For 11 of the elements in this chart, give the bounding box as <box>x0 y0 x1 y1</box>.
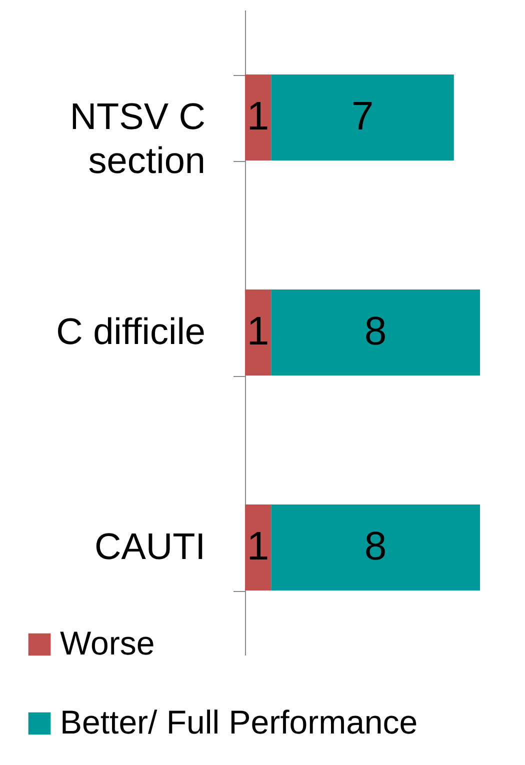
data-label: 1 <box>246 524 270 568</box>
y-tick-label: CAUTI <box>94 526 206 567</box>
data-label: 8 <box>364 524 387 568</box>
legend-label: Worse <box>60 624 155 662</box>
legend-label: Better/ Full Performance <box>60 704 418 740</box>
data-label: 8 <box>364 310 387 354</box>
y-tick-label: NTSV C section <box>70 96 206 181</box>
data-label: 1 <box>246 310 270 354</box>
data-label: 1 <box>246 94 270 138</box>
y-tick-label: C difficile <box>56 311 206 352</box>
data-label: 7 <box>351 94 374 138</box>
